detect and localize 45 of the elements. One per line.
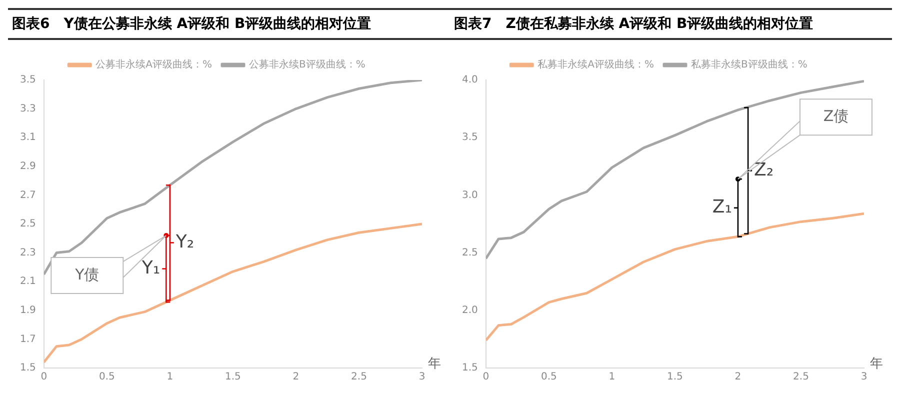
annotation: Z₁ bbox=[712, 196, 732, 218]
y-tick-label: 2.9 bbox=[20, 160, 36, 172]
y-tick-label: 2.5 bbox=[20, 218, 36, 230]
legend-label: 公募非永续B评级曲线：% bbox=[248, 58, 366, 71]
x-tick-label: 3 bbox=[860, 372, 868, 383]
x-tick-label: 0.5 bbox=[540, 372, 557, 383]
x-axis-title: 年 bbox=[870, 356, 883, 372]
annotation: Y₂ bbox=[174, 231, 194, 252]
y-tick-label: 2.0 bbox=[462, 304, 478, 316]
y-tick-label: 1.5 bbox=[462, 362, 478, 374]
y-tick-label: 2.7 bbox=[20, 190, 36, 201]
annotation: Z₂ bbox=[754, 159, 774, 180]
x-tick-label: 1.5 bbox=[225, 372, 241, 383]
y-tick-label: 2.1 bbox=[20, 276, 36, 288]
y-tick-label: 3.0 bbox=[462, 190, 478, 201]
y-tick-label: 1.5 bbox=[20, 362, 36, 374]
x-tick-label: 1 bbox=[166, 372, 174, 383]
legend-label: 私募非永续A评级曲线：% bbox=[538, 58, 654, 71]
x-tick-label: 3 bbox=[418, 372, 426, 383]
y-tick-label: 2.5 bbox=[462, 247, 478, 258]
x-axis-title: 年 bbox=[428, 356, 441, 372]
x-tick-label: 2 bbox=[292, 372, 300, 383]
annotation: Y债 bbox=[74, 265, 100, 284]
y-tick-label: 3.3 bbox=[20, 103, 36, 114]
x-tick-label: 2 bbox=[734, 372, 742, 383]
x-tick-label: 2.5 bbox=[793, 372, 809, 383]
y-tick-label: 1.9 bbox=[20, 304, 36, 316]
y-tick-label: 1.7 bbox=[20, 334, 36, 345]
x-tick-label: 0 bbox=[482, 372, 490, 383]
y-tick-label: 4.0 bbox=[462, 74, 478, 86]
x-tick-label: 2.5 bbox=[351, 372, 367, 383]
x-tick-label: 1 bbox=[608, 372, 616, 383]
chart-title: 图表6 Y债在公募非永续 A评级和 B评级曲线的相对位置 bbox=[8, 8, 450, 40]
legend-label: 公募非永续A评级曲线：% bbox=[96, 58, 212, 71]
annotation: Z债 bbox=[823, 106, 849, 125]
x-tick-label: 1.5 bbox=[667, 372, 683, 383]
y-tick-label: 2.3 bbox=[20, 247, 36, 258]
y-tick-label: 3.5 bbox=[20, 74, 36, 86]
annotation: Y₁ bbox=[140, 257, 160, 278]
y-tick-label: 3.5 bbox=[462, 132, 478, 144]
y-tick-label: 3.1 bbox=[20, 132, 36, 144]
legend-label: 私募非永续B评级曲线：% bbox=[690, 58, 808, 71]
x-tick-label: 0 bbox=[40, 372, 48, 383]
chart-title: 图表7 Z债在私募非永续 A评级和 B评级曲线的相对位置 bbox=[450, 8, 892, 40]
x-tick-label: 0.5 bbox=[98, 372, 115, 383]
